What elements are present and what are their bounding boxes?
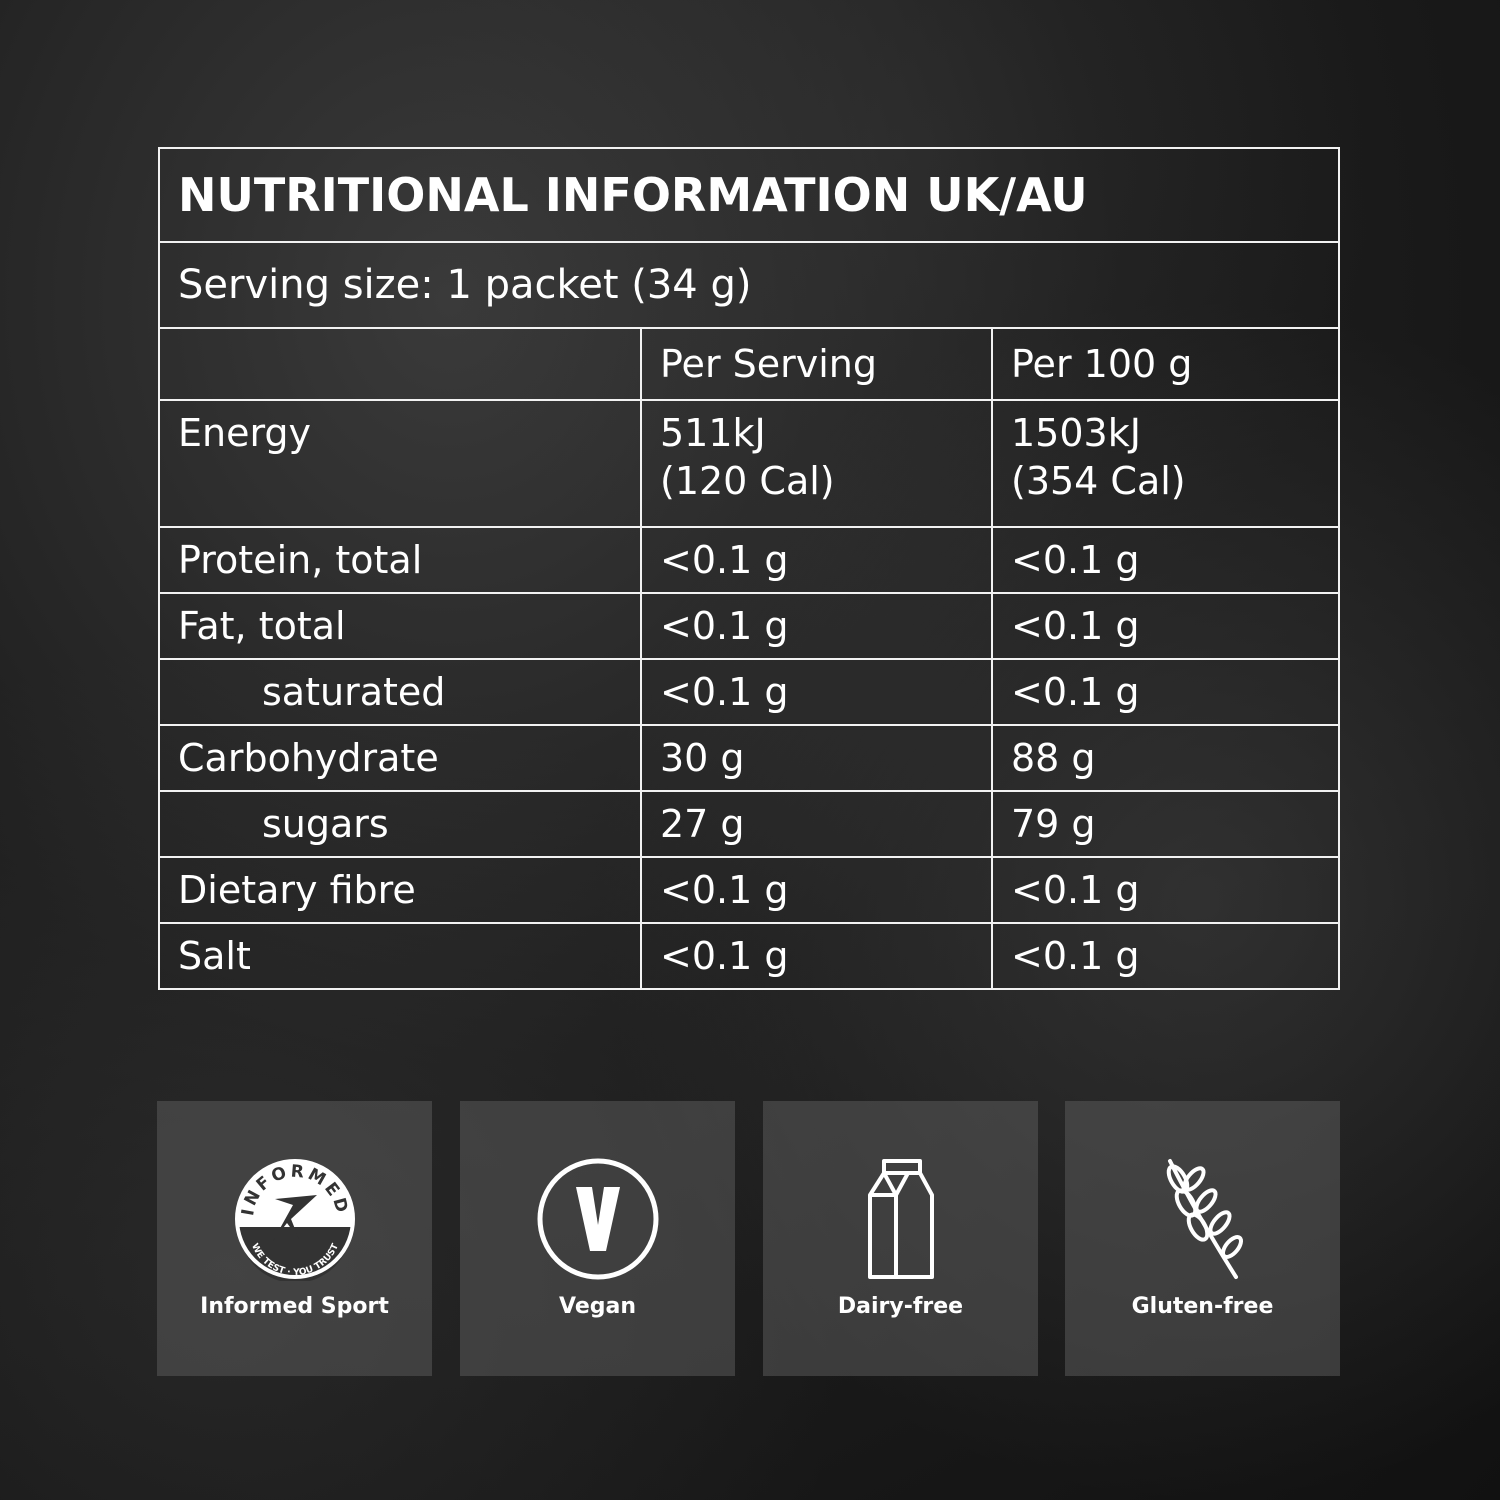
table-row: saturated <0.1 g <0.1 g <box>158 658 1340 726</box>
header-blank <box>158 327 642 401</box>
header-per-serving: Per Serving <box>640 327 993 401</box>
vegan-v-icon <box>460 1156 735 1281</box>
per-serving-value: <0.1 g <box>640 658 993 726</box>
milk-carton-icon <box>763 1156 1038 1281</box>
table-row: Salt <0.1 g <0.1 g <box>158 922 1340 990</box>
badge-vegan: Vegan <box>460 1101 735 1376</box>
per-100g-value: <0.1 g <box>991 856 1340 924</box>
row-label: saturated <box>158 658 642 726</box>
badge-informed-sport: INFORMED WE TEST · YOU TRUST Informed Sp… <box>157 1101 432 1376</box>
header-per-100g: Per 100 g <box>991 327 1340 401</box>
table-row: sugars 27 g 79 g <box>158 790 1340 858</box>
badge-label: Dairy-free <box>837 1294 964 1319</box>
serving-size: Serving size: 1 packet (34 g) <box>158 241 1340 329</box>
row-label: Carbohydrate <box>158 724 642 792</box>
energy-cal: (120 Cal) <box>660 459 835 503</box>
energy-kj: 1503kJ <box>1011 411 1141 455</box>
nutrition-table: NUTRITIONAL INFORMATION UK/AU Serving si… <box>158 147 1340 990</box>
table-row: Dietary fibre <0.1 g <0.1 g <box>158 856 1340 924</box>
per-100g-value: <0.1 g <box>991 592 1340 660</box>
row-label: Salt <box>158 922 642 990</box>
row-label: Protein, total <box>158 526 642 594</box>
per-100g-value: 1503kJ (354 Cal) <box>991 399 1340 528</box>
badge-dairy-free: Dairy-free <box>763 1101 1038 1376</box>
per-serving-value: <0.1 g <box>640 526 993 594</box>
row-label: sugars <box>158 790 642 858</box>
table-row: Carbohydrate 30 g 88 g <box>158 724 1340 792</box>
informed-sport-logo: INFORMED WE TEST · YOU TRUST <box>157 1156 432 1281</box>
row-label: Energy <box>158 399 642 528</box>
per-100g-value: 79 g <box>991 790 1340 858</box>
per-serving-value: 27 g <box>640 790 993 858</box>
badge-label: Informed Sport <box>200 1294 389 1319</box>
per-serving-value: <0.1 g <box>640 592 993 660</box>
per-serving-value: 30 g <box>640 724 993 792</box>
per-100g-value: 88 g <box>991 724 1340 792</box>
table-row: Protein, total <0.1 g <0.1 g <box>158 526 1340 594</box>
table-row: Fat, total <0.1 g <0.1 g <box>158 592 1340 660</box>
badge-label: Gluten-free <box>1131 1294 1274 1319</box>
per-serving-value: <0.1 g <box>640 856 993 924</box>
per-100g-value: <0.1 g <box>991 922 1340 990</box>
energy-kj: 511kJ <box>660 411 766 455</box>
wheat-icon <box>1065 1156 1340 1281</box>
badge-gluten-free: Gluten-free <box>1065 1101 1340 1376</box>
energy-cal: (354 Cal) <box>1011 459 1186 503</box>
table-row: Energy 511kJ (120 Cal) 1503kJ (354 Cal) <box>158 399 1340 528</box>
badge-label: Vegan <box>559 1294 636 1319</box>
per-100g-value: <0.1 g <box>991 658 1340 726</box>
per-serving-value: 511kJ (120 Cal) <box>640 399 993 528</box>
per-serving-value: <0.1 g <box>640 922 993 990</box>
row-label: Dietary fibre <box>158 856 642 924</box>
table-title: NUTRITIONAL INFORMATION UK/AU <box>158 147 1340 243</box>
row-label: Fat, total <box>158 592 642 660</box>
per-100g-value: <0.1 g <box>991 526 1340 594</box>
